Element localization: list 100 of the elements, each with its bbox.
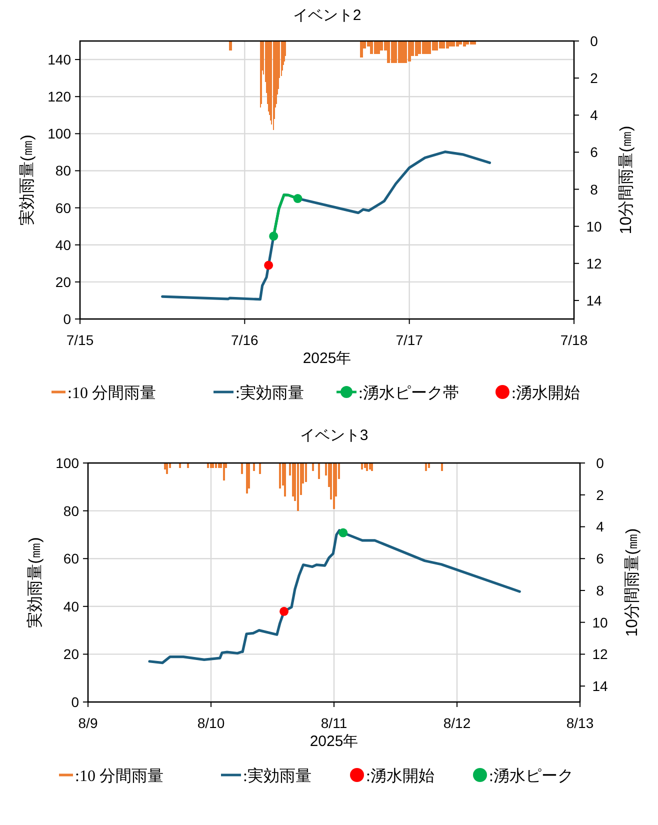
bar <box>366 463 368 471</box>
legend-label: :10 分間雨量 <box>68 385 156 402</box>
bar <box>422 41 425 54</box>
y2-tick-label: 2 <box>590 70 598 86</box>
y-tick-label: 0 <box>63 311 72 327</box>
y-tick-label: 120 <box>48 88 72 105</box>
legend-label: :湧水ピーク <box>489 767 574 785</box>
bar <box>210 463 212 468</box>
bar <box>279 463 281 488</box>
y-tick-label: 40 <box>63 598 80 614</box>
bar <box>246 463 248 494</box>
point <box>269 232 278 241</box>
y2-tick-label: 6 <box>596 550 604 567</box>
bar <box>333 463 335 510</box>
bar <box>215 463 217 468</box>
bar <box>218 463 220 468</box>
bar <box>370 41 373 54</box>
bar <box>387 41 390 64</box>
y2-axis-title: 10分間雨量(㎜) <box>624 528 641 637</box>
y2-tick-label: 8 <box>596 582 604 598</box>
x-axis-title: 2025年 <box>302 350 352 367</box>
point <box>264 260 274 270</box>
bar <box>371 463 373 471</box>
y2-tick-label: 10 <box>592 614 608 630</box>
bar <box>364 463 366 468</box>
bar <box>463 41 466 47</box>
y2-tick-label: 10 <box>586 218 602 234</box>
bar <box>179 463 181 468</box>
bar <box>369 463 371 470</box>
bar <box>212 463 214 468</box>
bar <box>408 41 411 62</box>
bar <box>259 463 261 474</box>
y-tick-label: 60 <box>63 550 80 567</box>
bar <box>428 463 430 468</box>
bar <box>398 41 401 64</box>
bar <box>404 41 407 64</box>
bar <box>442 41 445 48</box>
x-tick-label: 8/13 <box>566 715 594 731</box>
y-tick-label: 100 <box>48 126 72 142</box>
bar <box>305 463 307 482</box>
y2-tick-label: 0 <box>596 455 604 471</box>
bar <box>432 41 435 50</box>
point <box>293 194 302 204</box>
bar <box>360 41 363 58</box>
y2-tick-label: 0 <box>590 33 598 49</box>
y-tick-label: 20 <box>55 274 72 290</box>
bar <box>207 463 209 468</box>
x-tick-label: 7/18 <box>560 332 588 348</box>
x-tick-label: 8/12 <box>443 715 471 731</box>
y-tick-label: 80 <box>55 162 72 179</box>
bar <box>425 463 427 471</box>
x-tick-label: 8/9 <box>78 715 98 731</box>
y-tick-label: 80 <box>63 502 80 519</box>
legend-label: :湧水ピーク帯 <box>358 384 459 402</box>
bar <box>223 463 225 481</box>
y-tick-label: 0 <box>71 694 80 710</box>
y2-tick-label: 14 <box>592 678 608 694</box>
bar <box>435 41 438 50</box>
legend-label: :湧水開始 <box>512 384 580 402</box>
bar <box>312 463 314 471</box>
bar <box>361 463 363 470</box>
chart-title: イベント3 <box>300 427 368 444</box>
y2-tick-label: 8 <box>590 181 598 198</box>
legend-label: :実効雨量 <box>236 384 304 402</box>
y2-axis-title: 10分間雨量(㎜) <box>618 126 635 234</box>
bar <box>446 41 449 48</box>
bar <box>439 41 442 48</box>
line-series <box>148 529 521 664</box>
bar <box>297 463 299 511</box>
bar <box>253 463 255 471</box>
y2-tick-label: 14 <box>586 292 602 308</box>
y2-tick-label: 12 <box>586 255 602 272</box>
x-tick-label: 7/17 <box>396 332 424 348</box>
y2-tick-label: 4 <box>590 107 598 124</box>
x-tick-label: 7/16 <box>231 332 259 348</box>
y-tick-label: 40 <box>55 236 72 253</box>
bar <box>241 463 243 474</box>
y2-tick-label: 4 <box>596 518 604 535</box>
y2-tick-label: 2 <box>596 486 604 503</box>
bar <box>418 41 421 54</box>
y2-tick-label: 6 <box>590 144 598 160</box>
y-tick-label: 100 <box>56 455 80 471</box>
bar <box>456 41 459 47</box>
bar <box>452 41 455 47</box>
bar <box>380 41 383 50</box>
bar <box>374 41 377 54</box>
bar <box>415 41 418 56</box>
bar <box>394 41 397 64</box>
y-tick-label: 60 <box>55 200 72 216</box>
bar <box>229 41 232 50</box>
legend-label: :実効雨量 <box>243 767 312 785</box>
bar <box>391 41 394 64</box>
y2-tick-label: 12 <box>592 646 608 662</box>
legend-label: :10 分間雨量 <box>75 768 164 785</box>
y-tick-label: 20 <box>63 646 80 662</box>
bar <box>187 463 189 468</box>
x-tick-label: 8/11 <box>320 715 348 731</box>
chart-title: イベント2 <box>292 7 362 24</box>
x-tick-label: 8/10 <box>197 715 225 731</box>
bar <box>284 463 286 496</box>
